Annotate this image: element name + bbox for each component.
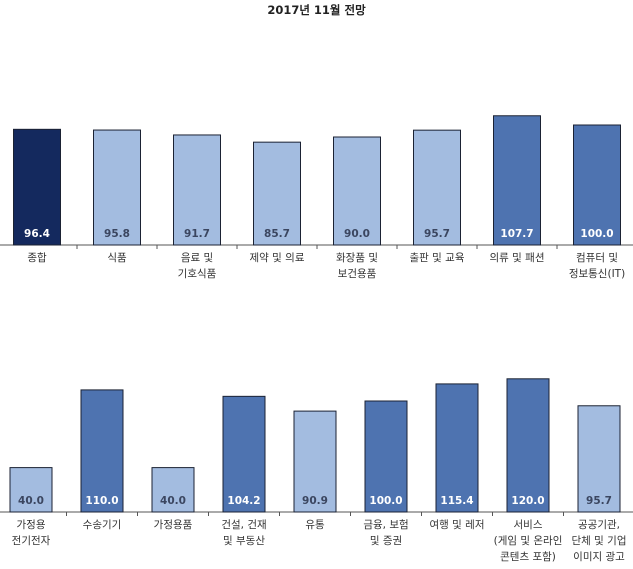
bar	[173, 134, 221, 246]
category-label: 식품	[107, 252, 127, 264]
bar	[253, 141, 301, 246]
category-label: 콘텐츠 포함)	[500, 551, 556, 563]
bar	[13, 128, 61, 246]
category-label: 정보통신(IT)	[569, 268, 625, 280]
category-label: 음료 및	[181, 252, 213, 264]
category-label: 및 증권	[370, 535, 402, 547]
category-label: 서비스	[514, 519, 543, 531]
bar	[577, 405, 621, 513]
data-label: 107.7	[500, 228, 533, 240]
chart-title: 2017년 11월 전망	[267, 3, 366, 17]
category-label: 수송기기	[83, 519, 122, 531]
data-label: 104.2	[227, 495, 260, 507]
data-label: 95.7	[586, 495, 612, 507]
bar	[80, 389, 124, 513]
category-label: 출판 및 교육	[410, 252, 465, 264]
category-label: 유통	[305, 519, 325, 531]
bar	[413, 129, 461, 246]
data-label: 95.7	[424, 228, 450, 240]
category-label: 종합	[27, 252, 47, 264]
data-label: 110.0	[85, 495, 118, 507]
category-label: 제약 및 의료	[250, 252, 305, 264]
category-label: 건설, 건재	[221, 519, 266, 531]
category-label: 의류 및 패션	[490, 252, 545, 264]
data-label: 96.4	[24, 228, 50, 240]
data-label: 40.0	[18, 495, 44, 507]
data-label: 115.4	[440, 495, 473, 507]
bar	[573, 124, 621, 246]
category-label: 가정용	[17, 519, 46, 531]
bar	[9, 467, 53, 513]
bar	[93, 129, 141, 246]
category-label: 단체 및 기업	[572, 534, 627, 547]
category-label: 보건용품	[338, 268, 377, 280]
category-label: 화장품 및	[336, 252, 378, 264]
data-label: 91.7	[184, 228, 210, 240]
data-label: 100.0	[369, 495, 402, 507]
bar	[435, 383, 479, 513]
bar	[151, 467, 195, 513]
data-label: 90.0	[344, 228, 370, 240]
category-label: 및 부동산	[223, 535, 265, 547]
data-label: 100.0	[580, 228, 613, 240]
category-label: 이미지 광고	[573, 551, 625, 563]
category-label: 가정용품	[154, 519, 193, 531]
category-label: 여행 및 레저	[430, 519, 485, 531]
data-label: 90.9	[302, 495, 328, 507]
bar	[506, 378, 550, 513]
bar	[293, 410, 337, 513]
category-label: 금융, 보험	[363, 519, 408, 531]
bar	[333, 136, 381, 246]
bar	[222, 395, 266, 513]
category-label: (게임 및 온라인	[494, 534, 563, 547]
data-label: 85.7	[264, 228, 290, 240]
data-label: 95.8	[104, 228, 130, 240]
category-label: 전기전자	[12, 535, 51, 547]
bar	[493, 115, 541, 246]
data-label: 40.0	[160, 495, 186, 507]
category-label: 컴퓨터 및	[576, 252, 618, 264]
data-label: 120.0	[511, 495, 544, 507]
category-label: 기호식품	[178, 268, 217, 280]
bar	[364, 400, 408, 513]
category-label: 공공기관,	[578, 519, 620, 531]
